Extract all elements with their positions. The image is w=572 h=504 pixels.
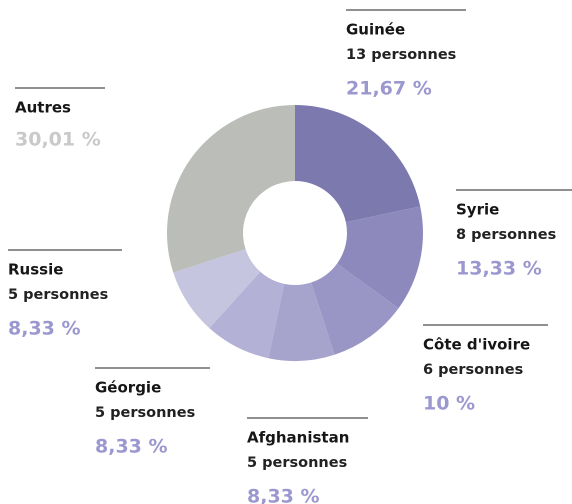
slice-detail: 6 personnes — [423, 362, 523, 378]
slice-detail: 5 personnes — [247, 455, 347, 471]
slice-value-label: 13,33 % — [456, 258, 542, 280]
donut-slice — [311, 263, 399, 355]
donut-slice — [268, 282, 335, 362]
donut-slice — [337, 206, 423, 309]
slice-name: Côte d'ivoire — [423, 336, 530, 354]
slice-value-label: 30,01 % — [15, 129, 101, 151]
donut-slice — [167, 105, 295, 273]
slice-name: Russie — [8, 261, 63, 279]
slice-value-label: 8,33 % — [247, 486, 320, 504]
donut-slice — [209, 271, 285, 359]
slice-detail: 5 personnes — [8, 287, 108, 303]
slice-name: Afghanistan — [247, 429, 349, 447]
slice-name: Autres — [15, 99, 71, 117]
slice-name: Syrie — [456, 201, 499, 219]
slice-name: Guinée — [346, 21, 405, 39]
slice-detail: 13 personnes — [346, 47, 456, 63]
slice-detail: 8 personnes — [456, 227, 556, 243]
slice-value-label: 21,67 % — [346, 78, 432, 100]
donut-slice — [295, 105, 421, 223]
donut-slice — [173, 249, 261, 329]
slice-detail: 5 personnes — [95, 405, 195, 421]
slice-name: Géorgie — [95, 379, 161, 397]
slice-value-label: 10 % — [423, 393, 475, 415]
slice-value-label: 8,33 % — [95, 436, 168, 458]
slice-value-label: 8,33 % — [8, 318, 81, 340]
